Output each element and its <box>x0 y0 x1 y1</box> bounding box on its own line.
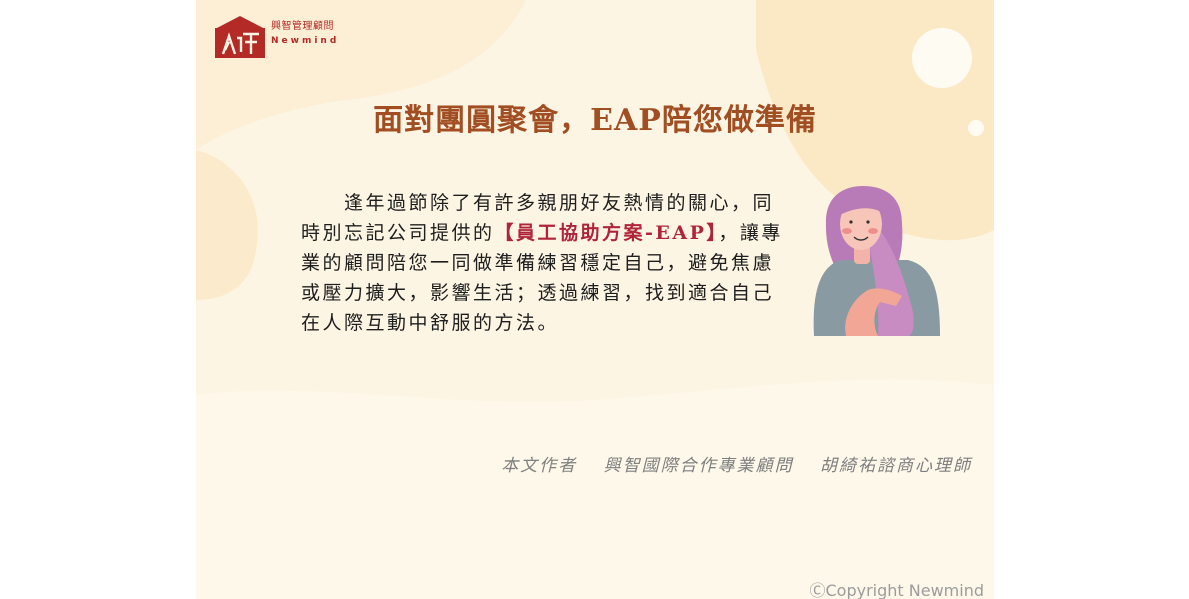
slide: 興智管理顧問 Newmind 面對團圓聚會，EAP陪您做準備 逢年過節除了有許多… <box>196 0 994 599</box>
body-text-part1: 逢年過節除了有許多親朋好友熱情的關心，同時別忘記公司提供的 <box>301 192 775 244</box>
company-logo: 興智管理顧問 Newmind <box>215 16 339 58</box>
body-text-part2: ，讓專業的顧問陪您一同做準備練習穩定自己，避免焦慮或壓力擴大，影響生活；透過練習… <box>301 222 783 334</box>
bg-wave-bottom <box>196 379 994 599</box>
background-shapes <box>196 0 994 599</box>
logo-name-en: Newmind <box>271 36 340 46</box>
author-credit: 本文作者 興智國際合作專業顧問 胡綺祐諮商心理師 <box>501 456 972 476</box>
bg-blob-left-mid <box>196 150 258 300</box>
body-paragraph: 逢年過節除了有許多親朋好友熱情的關心，同時別忘記公司提供的【員工協助方案-EAP… <box>301 188 791 338</box>
bg-circle-large <box>912 28 972 88</box>
eap-highlight: 【員工協助方案-EAP】 <box>494 222 719 244</box>
logo-house-icon <box>215 16 265 58</box>
bg-circle-small <box>968 120 984 136</box>
woman-illustration <box>813 186 940 336</box>
bg-blob-left <box>196 0 526 150</box>
copyright-notice: ⒸCopyright Newmind <box>809 581 985 599</box>
logo-name-cn: 興智管理顧問 <box>271 21 334 32</box>
page-title: 面對團圓聚會，EAP陪您做準備 <box>373 103 817 138</box>
